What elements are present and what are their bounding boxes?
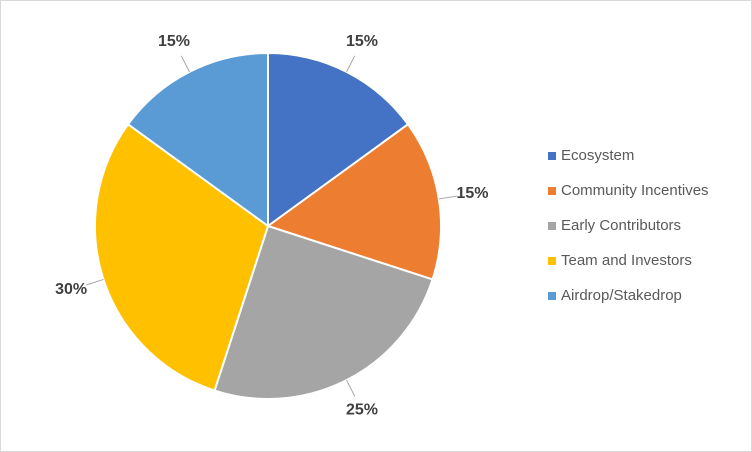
legend-swatch [548, 257, 556, 265]
data-label: 25% [346, 402, 378, 419]
pie-slice [267, 51, 410, 228]
pie-slice [213, 224, 434, 400]
legend-label: Ecosystem [561, 147, 634, 164]
pie-slice [126, 51, 269, 228]
legend-swatch [548, 187, 556, 195]
leader-line [180, 55, 190, 73]
data-label: 15% [346, 33, 378, 50]
data-label: 30% [55, 281, 87, 298]
data-label: 15% [158, 33, 190, 50]
legend-label: Airdrop/Stakedrop [561, 287, 682, 304]
legend-swatch [548, 292, 556, 300]
legend-label: Team and Investors [561, 252, 692, 269]
leader-line [86, 278, 104, 286]
data-label: 15% [456, 185, 488, 202]
legend-label: Early Contributors [561, 217, 681, 234]
leader-line [346, 379, 356, 397]
legend-label: Community Incentives [561, 182, 709, 199]
leader-line [346, 55, 356, 73]
legend-swatch [548, 152, 556, 160]
pie-slice [265, 122, 442, 281]
leader-line [438, 195, 457, 200]
legend-swatch [548, 222, 556, 230]
